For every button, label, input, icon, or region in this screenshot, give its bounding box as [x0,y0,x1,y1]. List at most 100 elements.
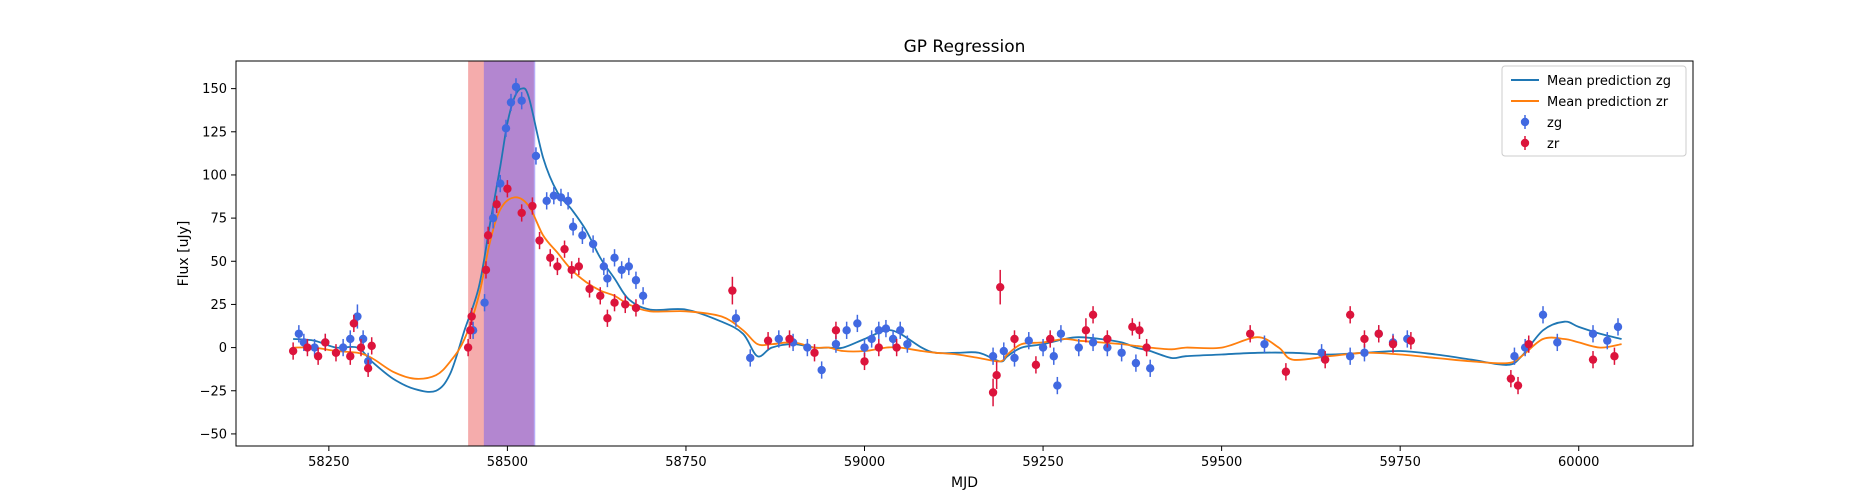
point-zr [1010,330,1019,348]
point-zg [549,187,559,205]
point-zr [992,361,1001,390]
marker-zg [610,253,619,263]
legend-label: zg [1547,116,1562,131]
marker-zr [831,326,841,335]
y-tick-label: 100 [202,168,227,183]
point-zr [1320,351,1330,369]
marker-zr [546,253,555,263]
marker-zg [860,343,869,352]
point-zr [528,197,537,215]
marker-zg [480,298,489,307]
marker-zr [1524,339,1533,349]
marker-zg [1010,353,1019,363]
point-zr [1506,370,1516,388]
point-zg [1553,333,1562,352]
point-zg [1613,318,1623,336]
point-zr [988,378,998,407]
x-tick-label: 58250 [308,455,349,470]
marker-zg [1053,381,1062,390]
marker-zg [867,334,876,344]
point-zr [785,330,794,348]
marker-zg [1049,352,1058,361]
marker-zg [1588,329,1598,338]
point-zr [1135,321,1144,339]
point-zg [610,249,619,267]
point-zr [728,276,737,305]
x-tick-label: 60000 [1558,455,1599,470]
marker-zg [1024,336,1033,345]
point-zg [496,174,505,193]
point-zr [1088,306,1098,324]
point-zg [624,257,634,276]
marker-zg [1038,343,1048,352]
legend-label: Mean prediction zr [1547,95,1669,110]
point-zr [303,338,312,357]
marker-zr [535,236,544,245]
marker-zg [506,98,516,107]
legend-marker-swatch [1520,138,1530,148]
marker-zr [560,244,569,254]
shaded-band-zg-window [483,61,536,446]
y-tick-label: −25 [200,384,227,399]
point-zr [1046,330,1055,348]
marker-zr [503,184,512,193]
point-zg [588,235,598,253]
point-zg [1056,325,1066,343]
point-zg [1088,333,1098,352]
point-zg [556,188,566,207]
marker-zg [999,346,1008,356]
marker-zg [1260,339,1269,349]
point-zr [367,337,376,355]
marker-zr [313,352,323,361]
point-zr [535,231,544,250]
point-zg [988,347,998,365]
point-zg [1603,332,1612,350]
marker-zr [463,343,473,352]
marker-zg [853,319,862,328]
marker-zg [638,291,648,300]
point-zr [363,359,373,377]
marker-zr [596,291,605,300]
y-tick-label: 25 [210,298,227,313]
marker-zg [549,191,559,200]
marker-zr [874,343,883,352]
point-zr [517,204,526,222]
y-tick-label: 150 [202,82,227,97]
marker-zg [1553,338,1562,347]
point-zr [546,249,555,267]
marker-zg [1538,310,1548,319]
point-zr [596,287,605,305]
point-zg [488,207,498,229]
point-zg [346,330,355,348]
x-tick-label: 58750 [665,455,706,470]
y-tick-label: 50 [210,255,227,270]
marker-zg [496,179,505,188]
point-zr [1031,356,1041,374]
point-zr [1360,330,1369,348]
legend-label: zr [1547,137,1560,152]
point-zg [631,271,641,289]
marker-zg [578,231,587,240]
marker-zg [774,334,784,344]
marker-zr [810,348,819,357]
x-tick-label: 59750 [1379,455,1420,470]
point-zg [1510,347,1519,365]
point-zg [603,269,612,288]
point-zg [294,325,304,343]
point-zg [1049,347,1058,365]
point-zr [1388,335,1398,353]
x-tick-label: 59250 [1022,455,1063,470]
point-zr [331,344,341,362]
marker-zr [610,298,619,307]
point-zg [506,93,516,112]
point-zr [874,338,883,357]
marker-zr [992,371,1001,380]
marker-zg [1603,336,1612,345]
point-zg [817,361,826,379]
legend-box [1501,65,1687,157]
marker-zr [1128,322,1137,332]
point-zr [321,333,330,352]
point-zr [1588,351,1598,369]
point-zr [483,226,493,245]
